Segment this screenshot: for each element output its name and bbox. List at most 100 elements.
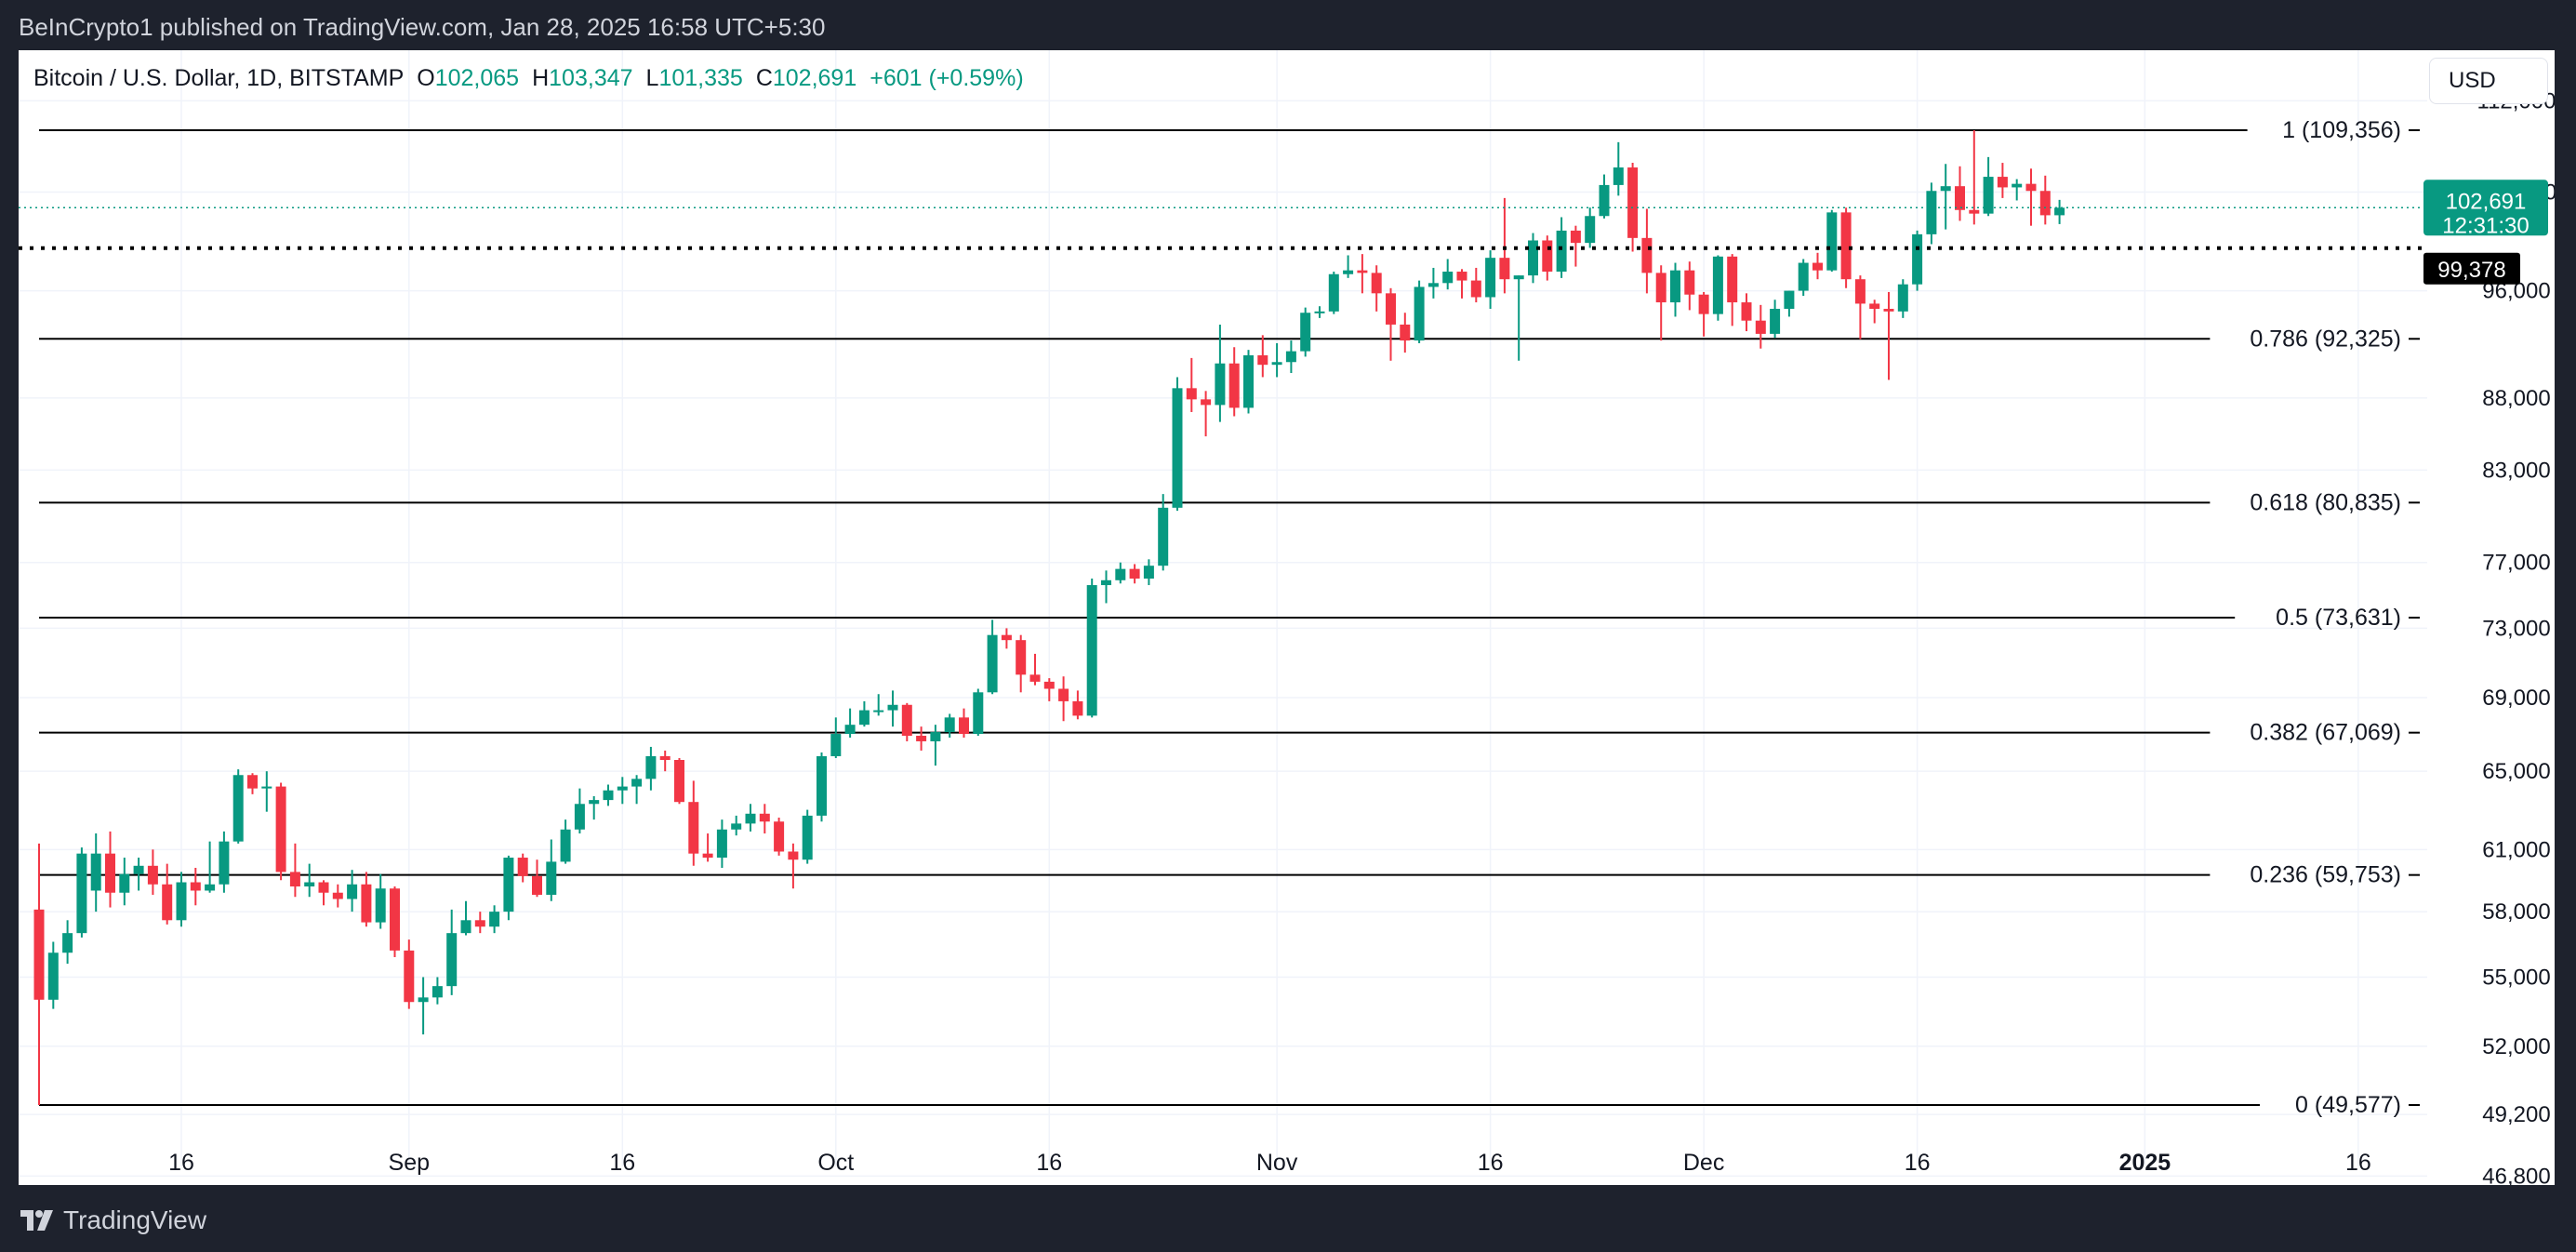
candle-body [532, 875, 542, 895]
candle-body [574, 804, 585, 830]
candle [1115, 562, 1126, 584]
candle-body [589, 800, 600, 805]
candle-body [887, 704, 898, 711]
candle-body [190, 882, 201, 891]
candle-body [304, 882, 315, 886]
candle [1143, 559, 1154, 586]
candle [1271, 342, 1282, 378]
high-label: H [532, 65, 550, 91]
candle [987, 619, 998, 695]
candle-body [1257, 354, 1268, 366]
candle-body [1172, 388, 1183, 508]
candle [474, 912, 485, 934]
candle [532, 859, 542, 898]
y-tick-label: 52,000 [2482, 1034, 2550, 1059]
symbol-name: Bitcoin / U.S. Dollar, 1D, BITSTAMP [33, 65, 405, 91]
x-tick-label: 16 [168, 1150, 194, 1176]
currency-button[interactable]: USD [2429, 58, 2548, 104]
candles [33, 130, 2065, 1105]
candle-body [1854, 279, 1866, 304]
x-tick-label: 16 [1036, 1150, 1062, 1176]
candle-body [62, 933, 73, 953]
candle [1741, 293, 1752, 332]
candle-body [318, 882, 329, 893]
candle [1770, 300, 1781, 339]
candle [304, 863, 315, 898]
candle-body [361, 884, 372, 923]
x-tick-label: 16 [2345, 1150, 2371, 1176]
candle-body [1784, 290, 1795, 310]
price-tags: 99,378 102,691 12:31:30 [2423, 180, 2548, 285]
candle-body [1712, 256, 1723, 314]
candle [1969, 130, 1980, 225]
candle-body [844, 725, 856, 735]
candle-body [1143, 566, 1154, 579]
candle [1043, 678, 1055, 701]
candle-body [1072, 700, 1083, 716]
candle [162, 863, 173, 925]
candle-body [474, 920, 485, 927]
x-tick-label: Dec [1683, 1150, 1724, 1176]
candle-body [659, 755, 671, 761]
y-tick-label: 49,200 [2482, 1102, 2550, 1127]
candle-body [289, 872, 300, 886]
candle-body [802, 815, 813, 860]
candle [404, 939, 415, 1009]
candle-body [1285, 351, 1296, 363]
candle-body [1684, 270, 1695, 295]
fib-label: 0 (49,577) [2295, 1092, 2401, 1118]
candle [802, 809, 813, 864]
candle [1926, 182, 1937, 245]
candle [275, 782, 286, 881]
candle [858, 700, 870, 727]
y-tick-label: 69,000 [2482, 686, 2550, 711]
candle-body [162, 884, 173, 921]
candle [1570, 225, 1581, 267]
chart-panel[interactable]: 1 (109,356) 0.786 (92,325) 0.618 (80,835) 0… [19, 50, 2555, 1185]
candle [2039, 175, 2051, 225]
brand-name: TradingView [63, 1205, 207, 1234]
candle [1883, 291, 1894, 380]
candle-body [133, 865, 144, 874]
fib-label: 0.786 (92,325) [2250, 326, 2401, 352]
fib-label: 0.5 (73,631) [2276, 605, 2401, 631]
candle-body [1414, 286, 1425, 341]
candle-body [1613, 167, 1624, 185]
candle [1400, 313, 1411, 353]
candle-body [33, 909, 45, 1000]
y-tick-label: 65,000 [2482, 759, 2550, 784]
candle [219, 831, 230, 893]
fib-label: 1 (109,356) [2282, 117, 2401, 143]
tradingview-logo[interactable]: TradingView [19, 1205, 206, 1235]
candle-body [1016, 640, 1027, 675]
candle [901, 702, 912, 741]
tradingview-logo-icon [20, 1210, 53, 1231]
candle [1086, 579, 1097, 718]
candle-body [1912, 233, 1923, 285]
close-label: C [755, 65, 773, 91]
candle [1343, 255, 1354, 278]
candle-body [1243, 354, 1254, 408]
candle [1314, 306, 1325, 318]
candle [774, 818, 785, 856]
candle-body [1386, 293, 1396, 325]
candle [1670, 262, 1680, 317]
candle-body [1058, 688, 1069, 701]
candle-body [745, 813, 756, 824]
candle-body [47, 952, 59, 1000]
candle [1613, 141, 1624, 196]
x-tick-label: Sep [389, 1150, 430, 1176]
candle-body [645, 755, 657, 779]
candle [1058, 676, 1069, 722]
candle [1201, 391, 1212, 437]
low-label: L [645, 65, 659, 91]
candle-body [1698, 294, 1709, 314]
candle [1371, 265, 1382, 312]
price-chart[interactable]: 1 (109,356) 0.786 (92,325) 0.618 (80,835) 0… [19, 50, 2555, 1185]
fib-levels: 1 (109,356) 0.786 (92,325) 0.618 (80,835) 0… [39, 117, 2420, 1118]
candle-body [1442, 272, 1454, 284]
candle [674, 757, 684, 805]
symbol-legend: Bitcoin / U.S. Dollar, 1D, BITSTAMP O102,… [33, 65, 1024, 92]
candle [1641, 208, 1653, 294]
candle [261, 771, 272, 812]
